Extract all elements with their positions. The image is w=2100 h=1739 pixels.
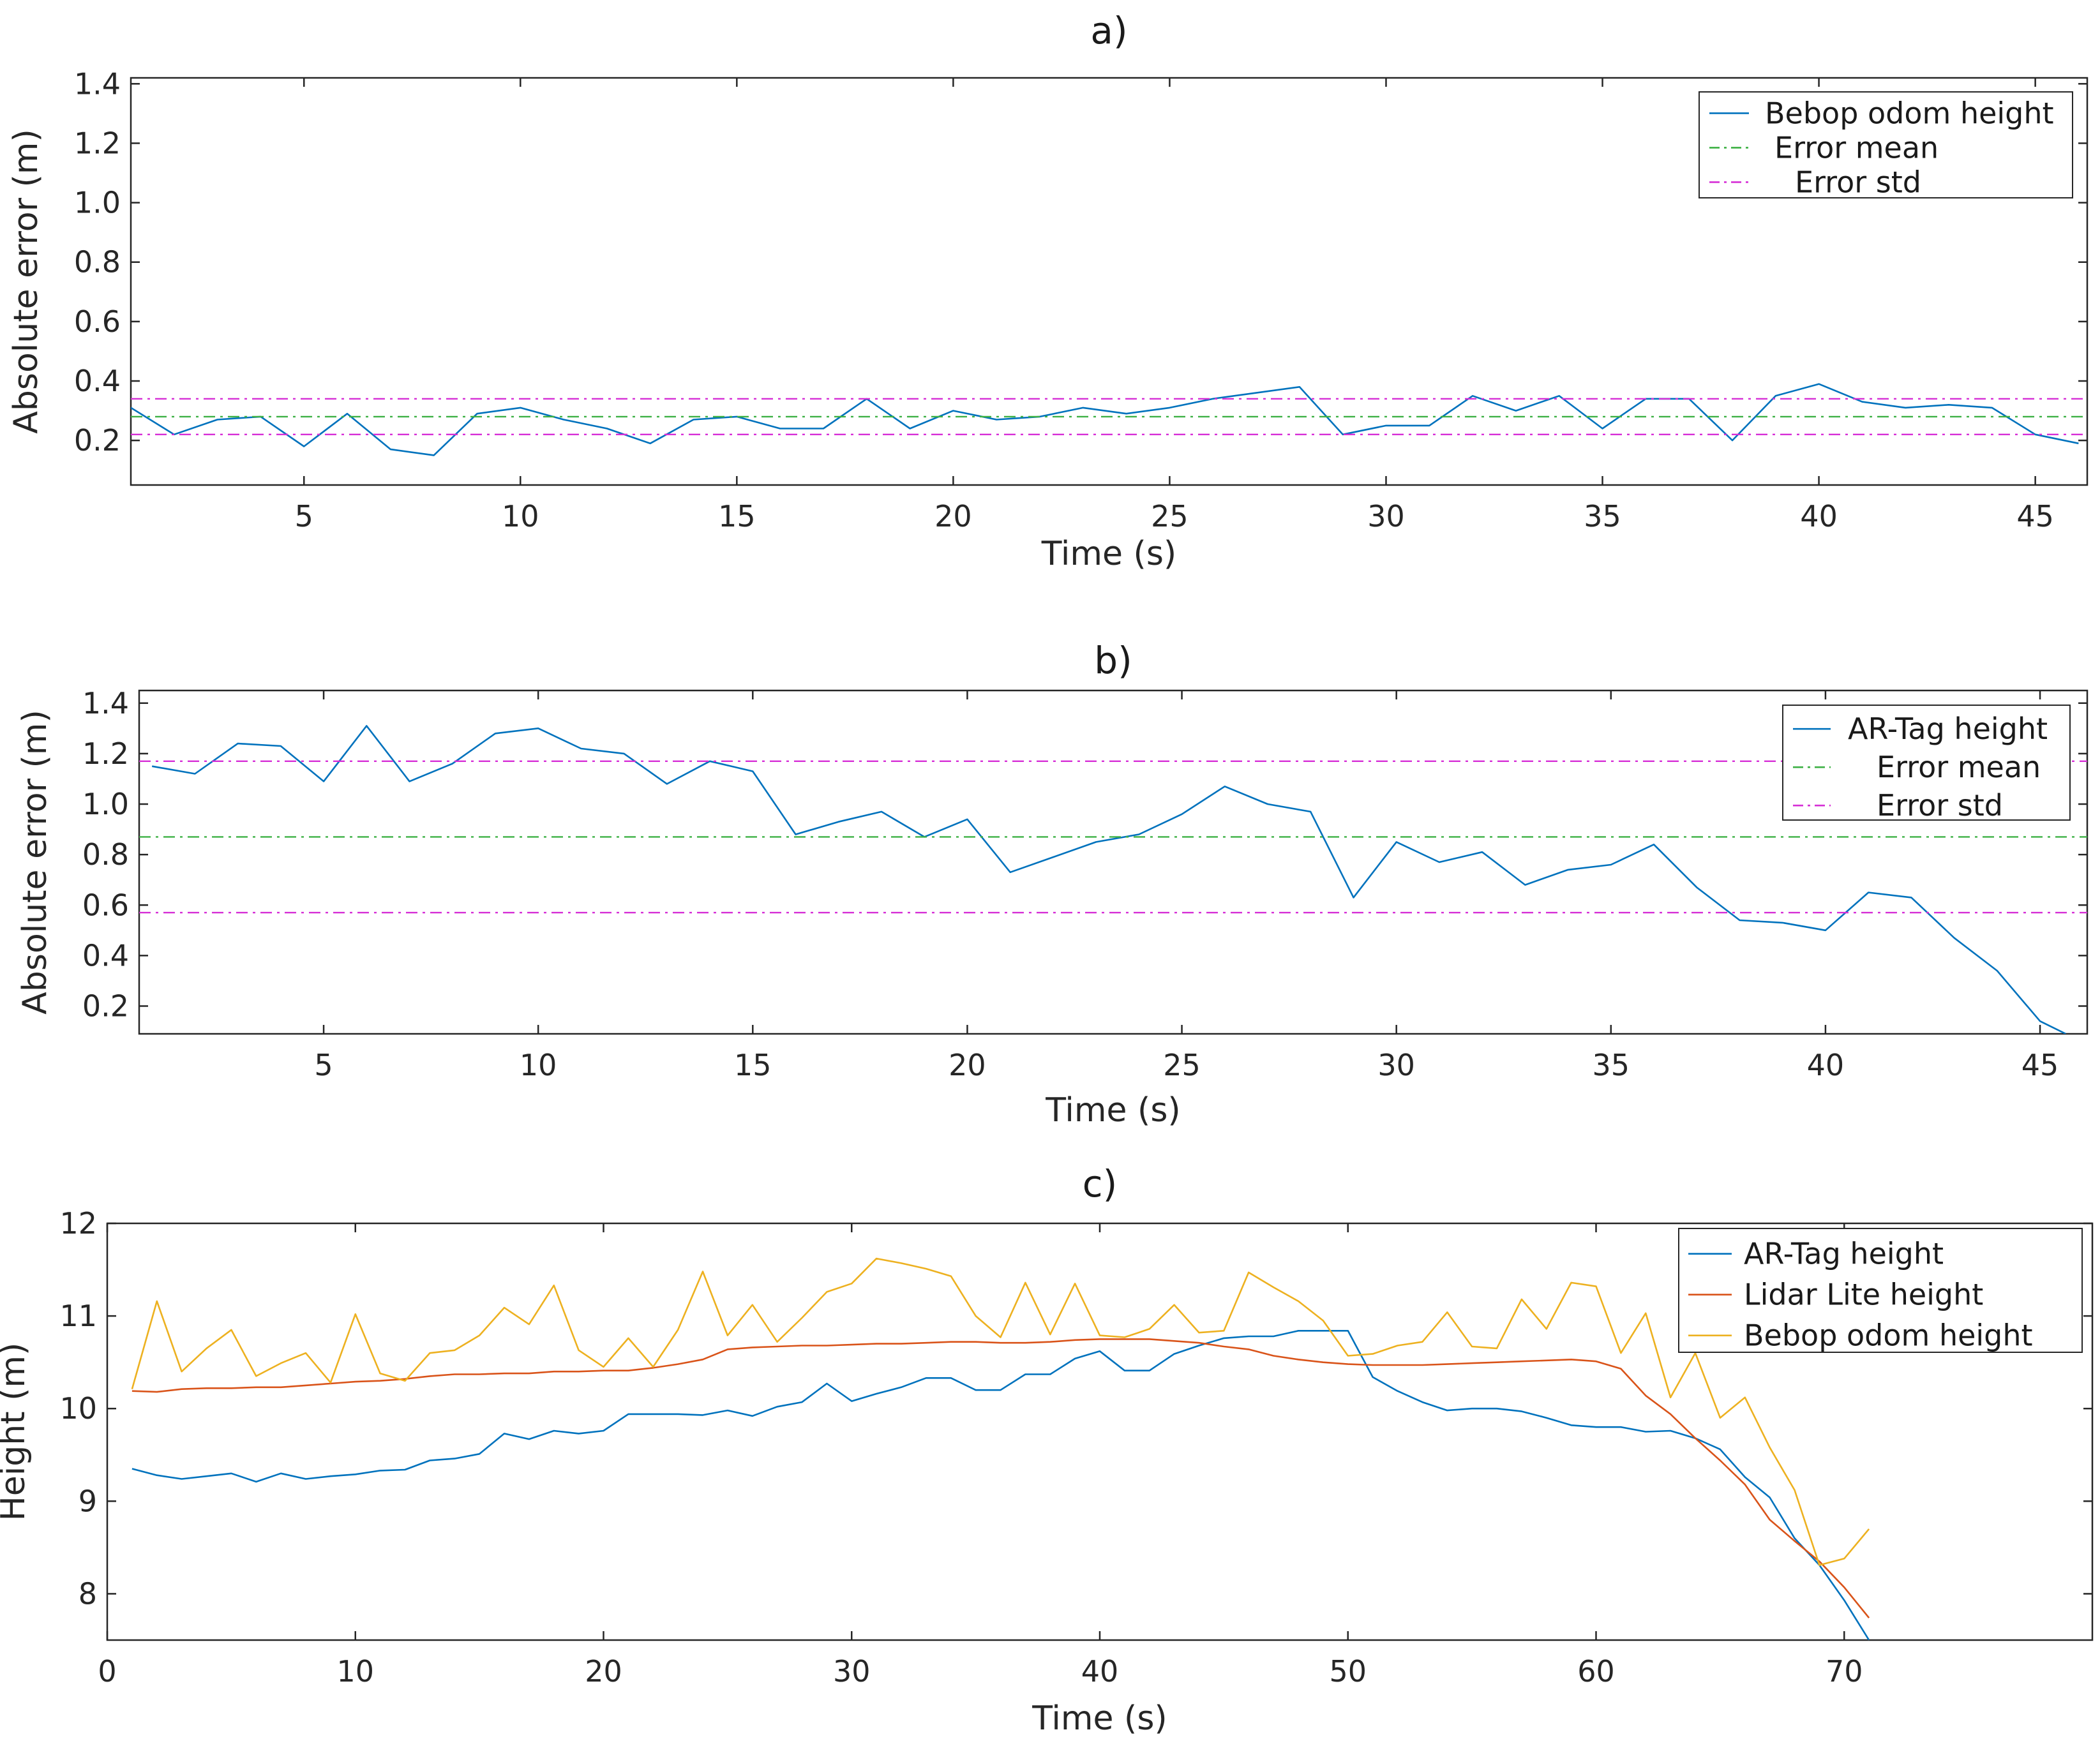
legend-box: [1699, 91, 2073, 198]
x-tick-label: 5: [295, 499, 313, 534]
y-tick-label: 0.6: [74, 304, 121, 339]
y-tick-label: 1.2: [74, 126, 121, 160]
y-axis-label: Absolute error (m): [7, 129, 45, 433]
x-tick-label: 40: [1081, 1654, 1119, 1689]
x-tick-label: 20: [949, 1048, 986, 1082]
series-group: [139, 725, 2087, 1034]
legend-label: Error mean: [1774, 130, 1939, 165]
legend-label: Bebop odom height: [1744, 1318, 2033, 1353]
x-axis-label: Time (s): [1041, 535, 1176, 573]
legend: AR-Tag height Lidar Lite height Bebop odom…: [1678, 1228, 2083, 1353]
y-tick-label: 0.4: [82, 938, 129, 973]
x-tick-label: 40: [1800, 499, 1838, 534]
y-tick-label: 11: [59, 1299, 97, 1333]
y-tick-label: 0.2: [74, 423, 121, 458]
x-tick-label: 35: [1584, 499, 1621, 534]
x-tick-label: 15: [718, 499, 756, 534]
series-group: [131, 1257, 1870, 1640]
x-tick-label: 30: [833, 1654, 871, 1689]
y-tick-label: 12: [59, 1206, 97, 1241]
lidar-lite-height-line: [131, 1338, 1870, 1619]
x-tick-label: 10: [336, 1654, 374, 1689]
ar-tag-height-line: [151, 725, 2066, 1034]
chart-panel-b: b) 5 10 15 20 25 30 35 40 45 0.2 0.4 0.6 0.8 1.0 1.2 1.4…: [16, 639, 2089, 1130]
plot-area: [138, 689, 2089, 1035]
x-tick-label: 20: [585, 1654, 622, 1689]
y-tick-label: 8: [79, 1576, 97, 1611]
x-tick-label: 10: [502, 499, 539, 534]
legend-label: Bebop odom height: [1765, 96, 2054, 130]
y-axis-label: Height (m): [0, 1343, 33, 1521]
y-tick-label: 0.8: [82, 837, 129, 872]
legend-label: AR-Tag height: [1848, 712, 2048, 746]
legend-label: Error mean: [1877, 750, 2041, 784]
x-axis-label: Time (s): [1045, 1091, 1180, 1130]
chart-title: c): [1083, 1162, 1118, 1205]
x-tick-label: 25: [1163, 1048, 1201, 1082]
x-tick-label: 10: [520, 1048, 557, 1082]
x-tick-label: 30: [1377, 1048, 1415, 1082]
y-tick-label: 1.0: [74, 186, 121, 220]
y-tick-label: 10: [59, 1391, 97, 1426]
x-tick-label: 35: [1593, 1048, 1630, 1082]
y-tick-label: 1.4: [74, 66, 121, 101]
x-tick-label: 50: [1329, 1654, 1367, 1689]
x-tick-label: 20: [934, 499, 972, 534]
x-tick-label: 25: [1151, 499, 1189, 534]
chart-panel-a: a) 5 10 15 20 25 30 35 40 45 0.2 0.4 0.6 0.8 1.0 1.2 1.4…: [7, 9, 2089, 573]
x-tick-label: 30: [1367, 499, 1405, 534]
y-tick-label: 0.4: [74, 364, 121, 398]
y-axis-label: Absolute error (m): [16, 710, 54, 1014]
legend-label: AR-Tag height: [1744, 1237, 1944, 1271]
series-group: [131, 383, 2087, 456]
chart-panel-c: c) 0 10 20 30 40 50 60 70 8 9 10 11 12 Time (s) Height …: [0, 1162, 2094, 1738]
bebop-odom-height-line: [131, 1257, 1870, 1566]
legend-box: [1678, 1228, 2083, 1353]
y-tick-label: 0.2: [82, 989, 129, 1023]
y-tick-label: 1.4: [82, 686, 129, 720]
x-axis-label: Time (s): [1031, 1699, 1167, 1738]
legend: AR-Tag height Error mean Error std: [1782, 705, 2071, 823]
y-tick-label: 1.2: [82, 736, 129, 771]
y-tick-label: 0.6: [82, 888, 129, 922]
ar-tag-height-line: [131, 1330, 1870, 1640]
chart-title: a): [1090, 9, 1127, 52]
x-tick-label: 45: [2016, 499, 2054, 534]
x-tick-label: 70: [1826, 1654, 1863, 1689]
x-tick-label: 5: [314, 1048, 333, 1082]
x-tick-label: 60: [1577, 1654, 1615, 1689]
legend-label: Error std: [1795, 165, 1921, 199]
chart-title: b): [1094, 639, 1132, 682]
y-tick-label: 0.8: [74, 245, 121, 280]
y-tick-label: 9: [79, 1484, 97, 1518]
x-tick-label: 15: [734, 1048, 772, 1082]
legend-box: [1782, 705, 2071, 821]
x-tick-label: 0: [98, 1654, 116, 1689]
x-tick-label: 40: [1807, 1048, 1845, 1082]
legend-label: Error std: [1877, 788, 2003, 823]
y-tick-label: 1.0: [82, 787, 129, 821]
x-tick-label: 45: [2021, 1048, 2059, 1082]
legend-label: Lidar Lite height: [1744, 1278, 1983, 1312]
